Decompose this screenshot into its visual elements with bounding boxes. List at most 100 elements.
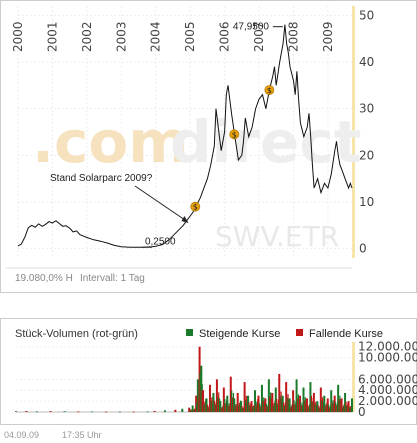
price-x-tick: 2008 xyxy=(286,21,300,52)
price-x-tick: 2007 xyxy=(252,21,266,52)
footer-date: 04.09.09 xyxy=(4,430,39,440)
price-footer-left: 19.080,0% H xyxy=(15,273,73,284)
volume-bar xyxy=(301,405,303,412)
volume-bar xyxy=(231,390,233,412)
price-x-ticks: 2000 2001 2002 2003 2004 2005 2006 2007 2008 2009 xyxy=(11,21,335,52)
dividend-markers: $ $ $ xyxy=(190,85,275,212)
volume-bar xyxy=(317,405,319,412)
volume-bar xyxy=(333,395,336,412)
volume-bar xyxy=(328,407,331,412)
volume-y-tick: 6.000.000 xyxy=(358,372,417,386)
volume-bar xyxy=(153,410,156,412)
volume-axis-strip xyxy=(352,342,355,412)
price-y-tick: 30 xyxy=(359,102,374,116)
volume-bar xyxy=(280,391,282,412)
volume-bar xyxy=(242,408,244,412)
volume-bar xyxy=(35,411,38,413)
volume-bar xyxy=(337,384,340,412)
volume-bar xyxy=(49,411,52,412)
volume-y-tick: 0 xyxy=(358,405,366,419)
volume-bar xyxy=(287,394,289,412)
volume-bar xyxy=(196,379,199,412)
volume-bar xyxy=(328,404,330,412)
volume-bar xyxy=(221,406,223,412)
volume-bar xyxy=(215,379,218,412)
volume-bar xyxy=(307,407,309,412)
volume-bar xyxy=(347,401,350,412)
price-x-tick: 2003 xyxy=(114,21,128,52)
volume-bar xyxy=(249,405,251,412)
volume-bar xyxy=(331,403,333,412)
volume-bar xyxy=(308,405,310,412)
volume-bar xyxy=(265,403,267,412)
volume-bar xyxy=(262,400,264,412)
volume-bar xyxy=(248,402,250,412)
volume-bar xyxy=(303,400,306,412)
volume-bar xyxy=(200,365,203,412)
price-x-tick: 2006 xyxy=(218,21,232,52)
volume-bar xyxy=(346,405,348,412)
volume-bar xyxy=(15,411,17,412)
volume-bar xyxy=(263,397,265,412)
legend-rising-swatch xyxy=(186,329,193,336)
annotation-arrow-line xyxy=(134,185,187,222)
volume-bar xyxy=(271,392,274,412)
volume-bar xyxy=(254,390,257,412)
volume-bar xyxy=(91,411,94,413)
volume-bar xyxy=(132,411,135,413)
volume-bar xyxy=(222,387,225,412)
volume-bar xyxy=(330,390,333,412)
volume-bar xyxy=(218,392,220,412)
watermark-right: direct xyxy=(170,108,361,176)
volume-bar xyxy=(211,397,213,412)
price-x-tick: 2005 xyxy=(183,21,197,52)
volume-bar xyxy=(251,406,254,412)
volume-bar xyxy=(210,400,212,412)
volume-bar xyxy=(240,401,243,412)
volume-bar xyxy=(299,395,302,412)
dividend-marker: $ xyxy=(229,129,240,139)
price-series-line xyxy=(17,24,353,248)
volume-bar xyxy=(235,403,237,412)
volume-bar xyxy=(229,376,232,412)
volume-bar xyxy=(241,406,243,412)
volume-bar xyxy=(292,390,295,412)
volume-bar xyxy=(77,411,80,413)
volume-bar xyxy=(181,408,184,412)
price-x-tick: 2009 xyxy=(321,21,335,52)
volume-bar xyxy=(258,403,261,412)
volume-bar xyxy=(339,395,341,412)
svg-text:$: $ xyxy=(267,86,272,95)
volume-bar xyxy=(321,400,323,412)
volume-bar xyxy=(286,397,288,412)
volume-bar xyxy=(269,396,271,412)
volume-bar xyxy=(273,402,275,412)
volume-bar xyxy=(105,411,108,413)
volume-bar xyxy=(63,411,66,413)
volume-bar xyxy=(344,392,347,412)
volume-bar xyxy=(326,398,329,412)
volume-bar xyxy=(310,395,312,412)
volume-bar xyxy=(228,403,230,412)
price-y-ticks: 0 10 20 30 40 50 xyxy=(359,8,374,255)
volume-bar xyxy=(278,373,281,412)
volume-bar xyxy=(205,398,208,412)
volume-bar xyxy=(348,407,351,412)
volume-bar xyxy=(295,379,298,412)
volume-bar xyxy=(335,402,337,412)
volume-bar xyxy=(281,395,284,412)
volume-bar xyxy=(259,406,261,412)
footer-time: 17:35 Uhr xyxy=(62,430,102,440)
volume-bar xyxy=(234,405,236,412)
volume-bar xyxy=(257,395,260,412)
volume-bar xyxy=(345,401,347,412)
volume-bar xyxy=(288,398,291,412)
volume-bar xyxy=(118,411,121,413)
volume-bar xyxy=(250,401,253,412)
volume-bar xyxy=(208,384,211,412)
volume-bar xyxy=(316,401,319,412)
volume-bar xyxy=(219,401,222,412)
volume-bar xyxy=(214,404,216,412)
volume-bar xyxy=(297,394,300,412)
